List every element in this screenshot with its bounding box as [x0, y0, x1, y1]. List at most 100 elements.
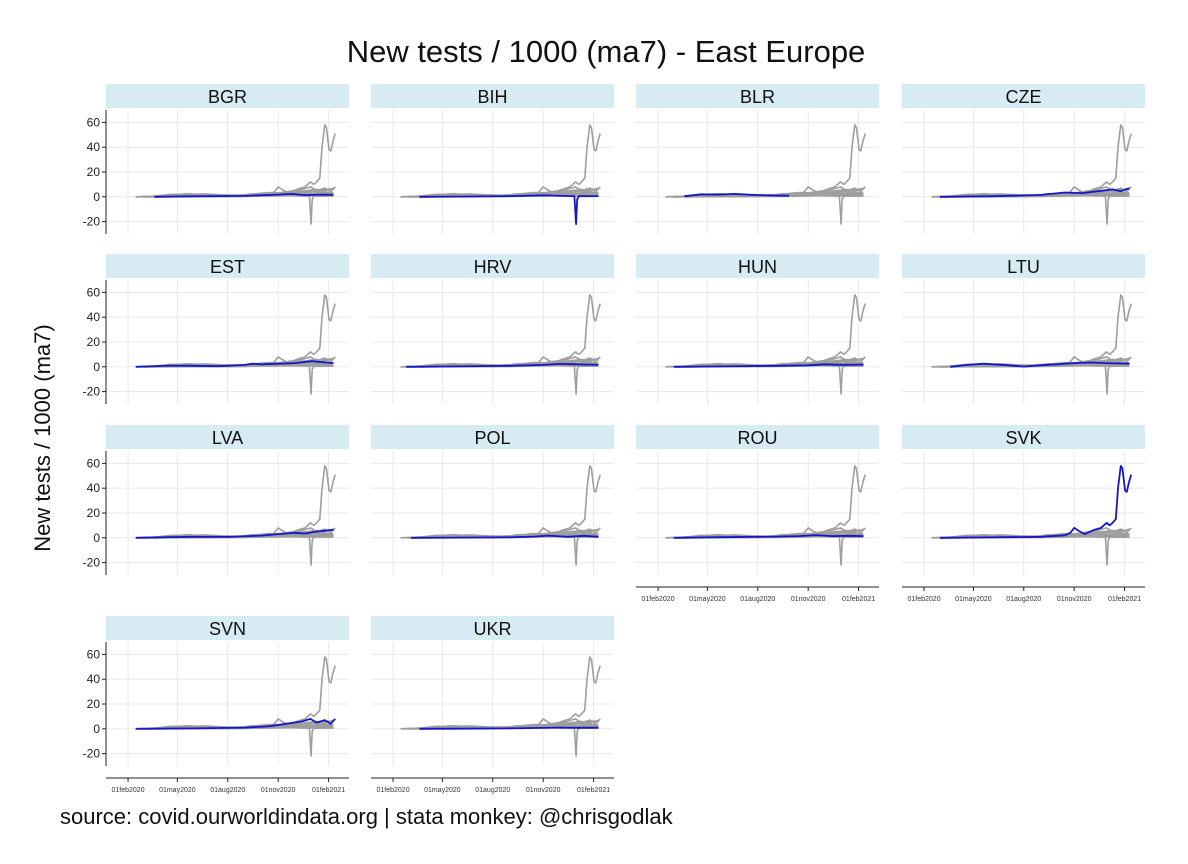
series-line-svk-background	[673, 465, 866, 539]
panel-ukr: UKR 01feb2020 01may2020 01aug2020 01nov2020 0…	[371, 616, 614, 794]
x-tick-label: 01nov2020	[261, 787, 296, 794]
panel-strip-label: BGR	[208, 87, 247, 107]
y-tick-label: 40	[87, 672, 101, 686]
panel-strip	[106, 425, 349, 449]
y-tick-label: 20	[87, 697, 101, 711]
series-line-svk-background	[408, 465, 601, 539]
y-tick-label: 20	[87, 335, 101, 349]
series-line-svk-background	[939, 124, 1132, 198]
panel-strip-label: LVA	[212, 428, 243, 448]
panel-strip-label: LTU	[1007, 257, 1040, 277]
panel-strip	[636, 84, 879, 108]
series-line-svk-background	[673, 124, 866, 198]
x-tick-label: 01may2020	[689, 596, 726, 603]
y-tick-label: -20	[83, 215, 101, 229]
series-line-hun	[673, 363, 864, 368]
y-tick-label: 60	[87, 115, 101, 129]
source-caption: source: covid.ourworldindata.org | stata…	[60, 804, 674, 829]
series-line-svk-background	[143, 465, 336, 539]
y-tick-label: 0	[93, 190, 100, 204]
series-line-bih-background	[950, 364, 1130, 395]
series-line-blr	[684, 193, 790, 198]
series-line-svk-background	[143, 656, 336, 730]
series-line-hrv	[406, 363, 599, 368]
x-tick-label: 01feb2021	[842, 596, 875, 603]
y-tick-label: 20	[87, 506, 101, 520]
y-tick-label: -20	[83, 556, 101, 570]
y-tick-label: 60	[87, 285, 101, 299]
panel-bih: BIH	[371, 84, 614, 234]
panel-strip-label: HRV	[474, 257, 512, 277]
series-line-bih-background	[419, 535, 599, 566]
series-line-bih-background	[950, 194, 1130, 225]
panel-strip	[371, 425, 614, 449]
series-line-svk-background	[673, 294, 866, 368]
y-tick-label: 0	[93, 360, 100, 374]
series-line-bih-background	[154, 535, 334, 566]
panel-rou: ROU 01feb2020 01may2020 01aug2020 01nov2020 0…	[636, 425, 879, 603]
panel-strip	[371, 254, 614, 278]
series-line-bih-background	[154, 726, 334, 757]
series-line-bih-background	[154, 194, 334, 225]
x-tick-label: 01aug2020	[1006, 596, 1041, 603]
x-tick-label: 01nov2020	[1057, 596, 1092, 603]
x-tick-label: 01feb2020	[377, 787, 410, 794]
series-line-bih-background	[154, 364, 334, 395]
panel-pol: POL	[371, 425, 614, 575]
x-tick-label: 01feb2020	[642, 596, 675, 603]
panel-strip-label: BIH	[477, 87, 507, 107]
series-line-est	[135, 360, 334, 368]
y-tick-label: -20	[83, 747, 101, 761]
panel-grid: BGR -20 0 20 40 60 BIH BLR CZE EST -20 0 20 40 60 HRV HU…	[83, 84, 1145, 794]
series-line-ukr	[419, 726, 599, 730]
x-tick-label: 01aug2020	[475, 787, 510, 794]
x-tick-label: 01feb2021	[312, 787, 345, 794]
panel-strip	[371, 84, 614, 108]
x-tick-label: 01may2020	[159, 787, 196, 794]
series-line-ltu	[950, 361, 1130, 368]
series-line-ukr-background	[684, 194, 864, 198]
panel-strip	[106, 616, 349, 640]
series-line-svk-background	[408, 656, 601, 730]
y-tick-label: 20	[87, 165, 101, 179]
y-tick-label: 40	[87, 310, 101, 324]
y-tick-label: 0	[93, 531, 100, 545]
panel-strip-label: HUN	[738, 257, 777, 277]
x-tick-label: 01feb2021	[577, 787, 610, 794]
panel-bgr: BGR -20 0 20 40 60	[83, 84, 349, 234]
panel-strip-label: ROU	[738, 428, 778, 448]
y-tick-label: 40	[87, 140, 101, 154]
panel-est: EST -20 0 20 40 60	[83, 254, 349, 404]
panel-strip	[636, 254, 879, 278]
x-tick-label: 01nov2020	[526, 787, 561, 794]
panel-strip-label: CZE	[1006, 87, 1042, 107]
panel-hrv: HRV	[371, 254, 614, 404]
series-line-bih-background	[684, 364, 864, 395]
series-line-svk-background	[143, 124, 336, 198]
panel-lva: LVA -20 0 20 40 60	[83, 425, 349, 575]
series-line-svk-background	[939, 294, 1132, 368]
y-tick-label: 60	[87, 456, 101, 470]
x-tick-label: 01nov2020	[791, 596, 826, 603]
x-tick-label: 01feb2020	[112, 787, 145, 794]
panel-strip	[902, 254, 1145, 278]
panel-svk: SVK 01feb2020 01may2020 01aug2020 01nov2020 0…	[902, 425, 1145, 603]
y-tick-label: 0	[93, 722, 100, 736]
panel-strip	[106, 84, 349, 108]
series-line-bih-background	[419, 364, 599, 395]
series-line-lva	[135, 528, 334, 539]
panel-strip	[371, 616, 614, 640]
series-line-bih-background	[950, 535, 1130, 566]
panel-strip	[902, 425, 1145, 449]
panel-cze: CZE	[902, 84, 1145, 234]
series-line-svk	[939, 465, 1133, 539]
panel-svn: SVN -20 0 20 40 60 01feb2020 01may2020 01aug2020…	[83, 616, 349, 794]
series-line-svk-background	[143, 294, 336, 368]
x-tick-label: 01may2020	[424, 787, 461, 794]
series-line-bgr	[154, 193, 334, 198]
series-line-svk-background	[408, 124, 601, 198]
panel-strip	[636, 425, 879, 449]
panel-strip-label: EST	[210, 257, 245, 277]
